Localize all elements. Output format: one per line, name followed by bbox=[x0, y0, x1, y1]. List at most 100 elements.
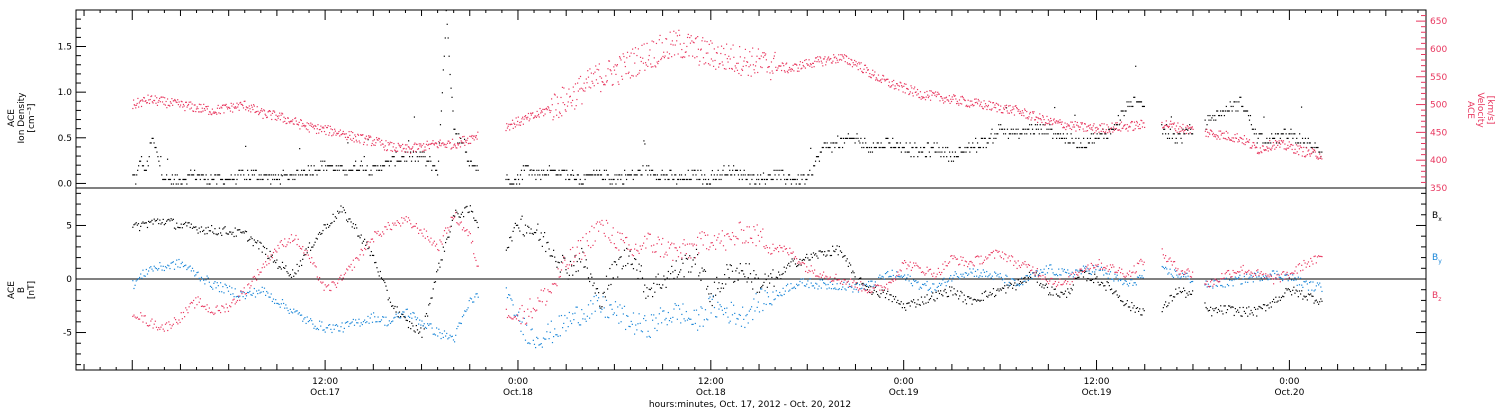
by-point bbox=[748, 310, 750, 312]
bx-point bbox=[193, 226, 195, 228]
by-point bbox=[368, 322, 370, 324]
bx-point bbox=[1216, 311, 1218, 314]
bx-point bbox=[396, 306, 398, 308]
velocity-point bbox=[897, 84, 899, 87]
velocity-point bbox=[574, 83, 577, 85]
velocity-point bbox=[511, 123, 513, 125]
bz-point bbox=[260, 271, 262, 273]
velocity-point bbox=[1123, 124, 1125, 126]
by-point bbox=[158, 267, 160, 270]
density-point bbox=[1099, 133, 1101, 135]
density-point bbox=[1212, 114, 1214, 117]
by-point bbox=[1129, 282, 1131, 284]
density-point bbox=[715, 178, 717, 181]
velocity-point bbox=[357, 133, 359, 135]
density-point bbox=[270, 183, 272, 185]
velocity-point bbox=[776, 69, 778, 71]
bx-point bbox=[550, 255, 552, 257]
by-point bbox=[938, 282, 941, 284]
density-point bbox=[1043, 133, 1045, 135]
by-point bbox=[856, 282, 858, 285]
by-point bbox=[202, 278, 204, 280]
by-point bbox=[721, 309, 723, 311]
density-point bbox=[351, 169, 353, 171]
bx-point bbox=[1282, 295, 1284, 297]
density-point bbox=[204, 178, 206, 181]
bx-point bbox=[1131, 302, 1133, 304]
velocity-point bbox=[1307, 150, 1309, 152]
density-point bbox=[1219, 114, 1221, 117]
density-point bbox=[154, 146, 156, 149]
density-point bbox=[1113, 124, 1116, 126]
velocity-point bbox=[428, 143, 430, 145]
density-point bbox=[367, 139, 369, 141]
by-point bbox=[252, 292, 254, 294]
velocity-point bbox=[1259, 147, 1261, 149]
density-point bbox=[730, 174, 732, 176]
by-point bbox=[224, 283, 226, 285]
velocity-point bbox=[809, 63, 812, 65]
velocity-point bbox=[228, 106, 230, 109]
bx-point bbox=[266, 247, 268, 250]
velocity-point bbox=[244, 100, 246, 102]
bx-point bbox=[168, 218, 170, 221]
velocity-point bbox=[794, 63, 796, 65]
by-point bbox=[689, 318, 691, 320]
velocity-point bbox=[540, 110, 543, 112]
velocity-point bbox=[854, 64, 856, 66]
velocity-point bbox=[784, 71, 786, 73]
bx-point bbox=[540, 232, 542, 234]
by-point bbox=[616, 314, 618, 316]
velocity-ytick-label: 350 bbox=[1430, 184, 1447, 194]
velocity-point bbox=[422, 150, 424, 152]
by-point bbox=[415, 319, 417, 321]
bx-point bbox=[330, 222, 332, 225]
by-point bbox=[758, 311, 761, 313]
density-point bbox=[701, 174, 703, 176]
bx-point bbox=[753, 270, 755, 272]
velocity-point bbox=[1310, 153, 1312, 155]
bx-point bbox=[1043, 287, 1045, 289]
bz-point bbox=[253, 275, 255, 278]
density-point bbox=[736, 169, 739, 171]
velocity-point bbox=[581, 103, 583, 105]
by-point bbox=[583, 313, 585, 315]
density-point bbox=[198, 174, 200, 176]
density-point bbox=[141, 165, 144, 167]
density-point bbox=[512, 183, 514, 185]
by-point bbox=[725, 312, 727, 314]
velocity-point bbox=[310, 122, 312, 124]
by-point bbox=[911, 285, 914, 287]
velocity-ytick-label: 400 bbox=[1430, 156, 1447, 166]
bx-point bbox=[421, 336, 423, 338]
velocity-point bbox=[669, 31, 671, 33]
velocity-point bbox=[284, 117, 287, 120]
velocity-point bbox=[1277, 144, 1279, 146]
bx-point bbox=[1312, 295, 1314, 297]
density-point bbox=[934, 151, 936, 153]
velocity-point bbox=[165, 100, 167, 103]
velocity-point bbox=[1051, 124, 1053, 126]
density-point bbox=[835, 142, 837, 144]
density-point bbox=[163, 178, 165, 181]
by-point bbox=[1080, 273, 1082, 275]
density-point bbox=[920, 146, 922, 149]
density-point bbox=[292, 178, 294, 181]
velocity-point bbox=[357, 134, 360, 136]
bx-point bbox=[1183, 287, 1185, 289]
bx-point bbox=[1276, 301, 1278, 303]
bx-point bbox=[164, 222, 167, 225]
velocity-point bbox=[1306, 147, 1308, 149]
bx-point bbox=[226, 233, 228, 235]
density-point bbox=[317, 169, 319, 171]
density-point bbox=[677, 178, 679, 181]
density-point bbox=[301, 174, 304, 176]
by-point bbox=[626, 314, 628, 317]
bx-point bbox=[1187, 294, 1189, 296]
velocity-point bbox=[864, 64, 867, 66]
bx-point bbox=[1098, 284, 1100, 286]
density-point bbox=[859, 142, 861, 144]
velocity-point bbox=[1104, 131, 1106, 134]
by-point bbox=[335, 324, 338, 326]
bx-point bbox=[560, 261, 563, 263]
